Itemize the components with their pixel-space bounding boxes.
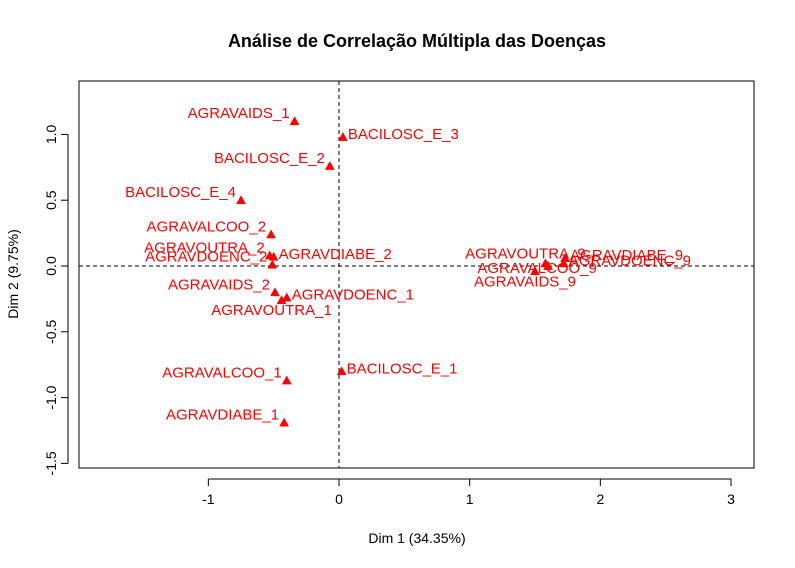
data-label: AGRAVAIDS_1 xyxy=(188,105,290,122)
y-tick-label: 0.0 xyxy=(43,256,59,276)
data-point xyxy=(281,375,292,385)
data-label: AGRAVDIABE_2 xyxy=(279,246,392,263)
data-point xyxy=(530,266,540,276)
y-axis: -1.5 -1.0 -0.5 0.0 0.5 1.0 xyxy=(43,124,69,475)
data-point xyxy=(543,260,553,270)
plot-frame xyxy=(78,80,755,469)
x-tick-label: 1 xyxy=(466,491,474,507)
y-tick-label: 1.0 xyxy=(43,124,59,144)
data-label: AGRAVOUTRA_2 xyxy=(144,239,265,256)
data-point xyxy=(276,295,287,305)
data-label: AGRAVDIABE_9 xyxy=(570,247,683,264)
data-point xyxy=(324,160,335,170)
data-label: AGRAVDOENC_2 xyxy=(145,249,267,266)
data-point xyxy=(289,116,300,126)
data-label: AGRAVDOENC_9 xyxy=(569,252,691,269)
x-tick-label: -1 xyxy=(202,491,215,507)
data-label: AGRAVDIABE_1 xyxy=(166,407,279,424)
y-tick-label: -0.5 xyxy=(43,320,59,344)
x-axis: -1 0 1 2 3 xyxy=(202,478,735,507)
data-labels: AGRAVAIDS_1 BACILOSC_E_3 BACILOSC_E_2 BACIL… xyxy=(125,105,691,423)
data-label: AGRAVAIDS_2 xyxy=(168,276,270,293)
data-label: AGRAVALCOO_9 xyxy=(477,260,597,277)
data-label: BACILOSC_E_3 xyxy=(348,126,459,143)
data-point xyxy=(281,292,292,302)
data-point xyxy=(336,366,347,376)
reference-lines xyxy=(79,81,754,468)
x-tick-label: 0 xyxy=(335,491,343,507)
chart-title: Análise de Correlação Múltipla das Doenç… xyxy=(228,31,606,51)
x-tick-label: 3 xyxy=(727,491,735,507)
data-label: AGRAVDOENC_1 xyxy=(292,287,414,304)
data-point xyxy=(236,195,246,205)
data-label: BACILOSC_E_4 xyxy=(125,184,236,201)
x-axis-label: Dim 1 (34.35%) xyxy=(368,530,465,546)
data-label: AGRAVALCOO_2 xyxy=(147,218,267,235)
y-tick-label: -1.5 xyxy=(43,451,59,475)
data-point xyxy=(268,251,279,261)
data-label: BACILOSC_E_1 xyxy=(347,360,458,377)
data-point xyxy=(279,417,290,427)
y-tick-label: 0.5 xyxy=(43,190,59,210)
data-label: AGRAVOUTRA_9 xyxy=(465,245,586,262)
y-tick-label: -1.0 xyxy=(43,385,59,409)
data-point xyxy=(267,259,278,269)
x-tick-label: 2 xyxy=(596,491,604,507)
data-point xyxy=(558,258,569,268)
data-label: AGRAVAIDS_9 xyxy=(474,273,576,290)
y-axis-label: Dim 2 (9.75%) xyxy=(5,229,21,318)
data-points xyxy=(236,116,570,427)
data-label: AGRAVOUTRA_1 xyxy=(211,302,332,319)
data-point xyxy=(270,287,280,297)
data-label: BACILOSC_E_2 xyxy=(214,150,325,167)
data-label: AGRAVALCOO_1 xyxy=(162,364,282,381)
data-point xyxy=(337,132,348,141)
data-point xyxy=(266,229,276,239)
